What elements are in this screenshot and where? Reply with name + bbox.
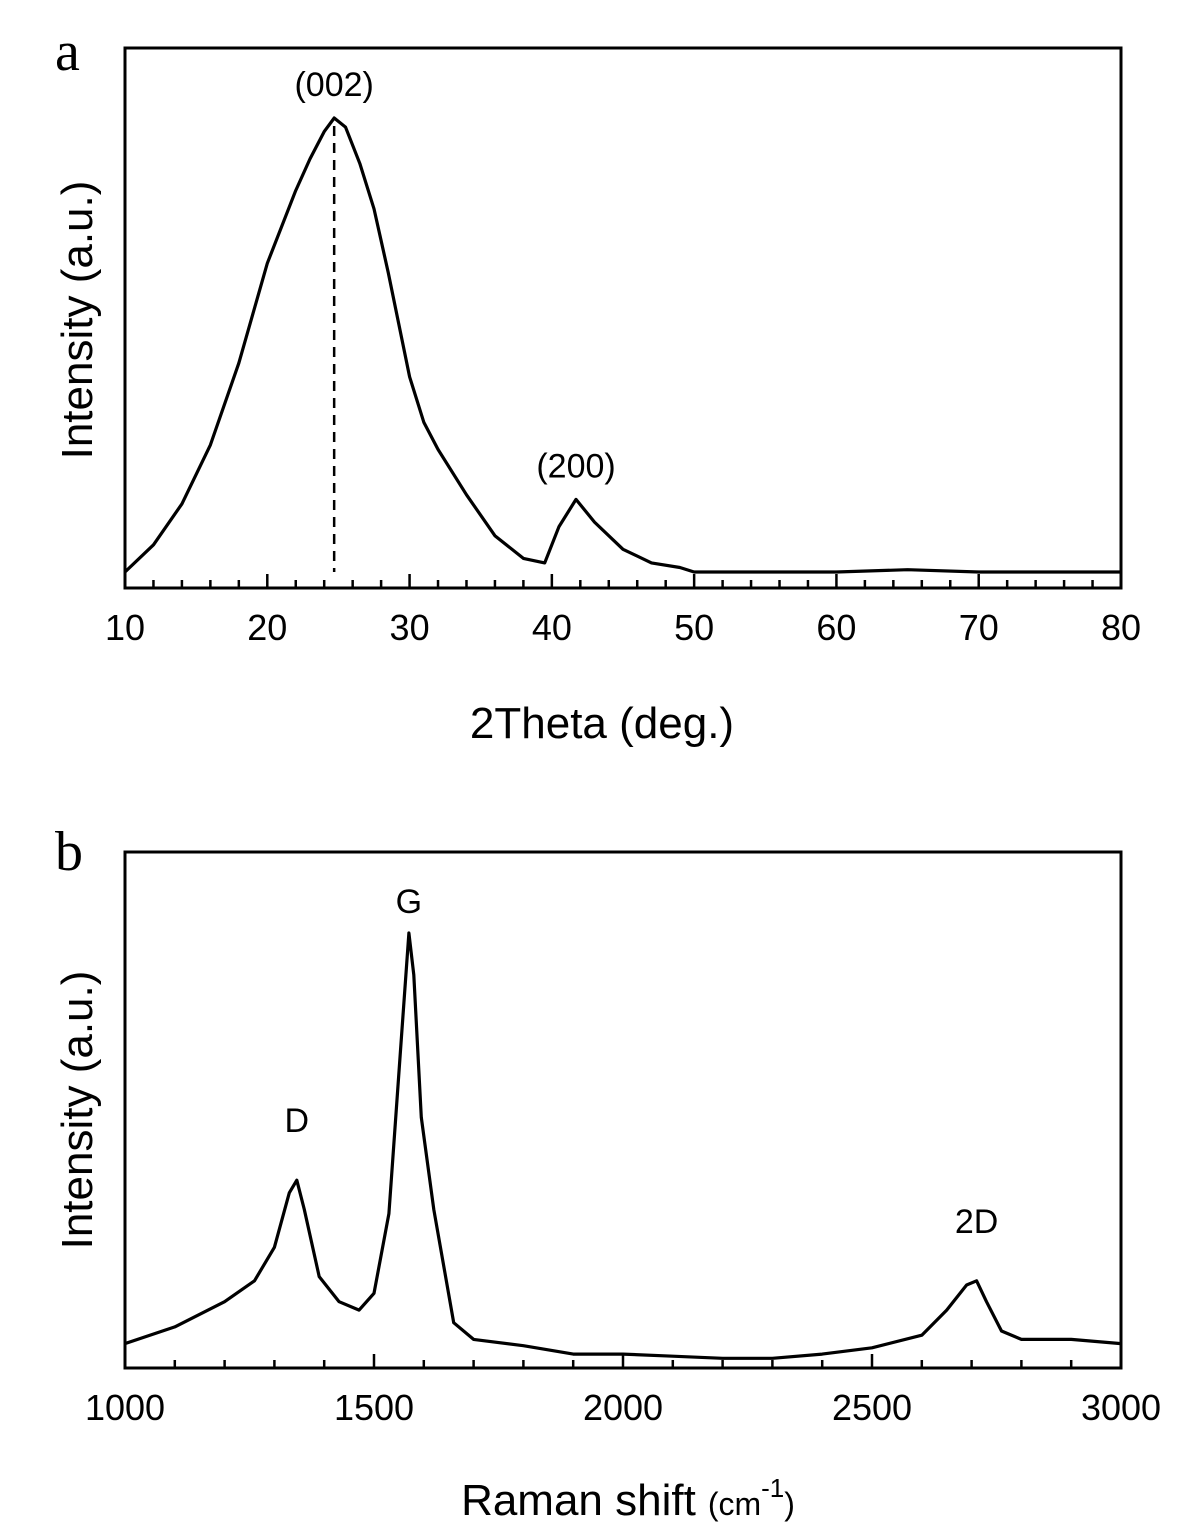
x-tick-label: 60 <box>816 607 856 648</box>
panel-a-xlabel: 2Theta (deg.) <box>470 699 734 748</box>
panel-b-xlabel-unit-close: ) <box>784 1486 795 1522</box>
x-tick-label: 80 <box>1101 607 1141 648</box>
panel-a-ylabel: Intensity (a.u.) <box>53 181 102 460</box>
panel-b-letter: b <box>55 821 83 883</box>
panel-a-annotations: (002) (200) <box>294 66 615 485</box>
panel-b-xlabel-main: Raman shift <box>461 1476 696 1525</box>
x-tick-label: 2000 <box>583 1387 663 1428</box>
x-tick-label: 2500 <box>832 1387 912 1428</box>
peak-label: (200) <box>536 447 615 485</box>
panel-b-frame <box>123 850 1123 1370</box>
panel-a-frame <box>123 46 1123 590</box>
raman-curve <box>124 931 1122 1360</box>
x-tick-label: 40 <box>532 607 572 648</box>
peak-label: 2D <box>955 1203 998 1241</box>
panel-a-letter: a <box>55 21 80 83</box>
x-tick-label: 70 <box>959 607 999 648</box>
x-tick-label: 3000 <box>1081 1387 1161 1428</box>
xrd-curve <box>123 116 1121 574</box>
panel-b-ylabel: Intensity (a.u.) <box>53 971 102 1250</box>
x-tick-label: 30 <box>390 607 430 648</box>
peak-label: D <box>285 1102 310 1140</box>
x-tick-label: 1000 <box>85 1387 165 1428</box>
panel-b-xlabel-unit-exp: -1 <box>761 1473 784 1503</box>
x-tick-label: 50 <box>674 607 714 648</box>
panel-a-ticks <box>123 574 1123 588</box>
panel-b: b 1000 1500 2000 2500 3000 D G 2D Raman shift (… <box>53 821 1161 1525</box>
x-tick-label: 10 <box>105 607 145 648</box>
panel-b-annotations: D G 2D <box>285 883 999 1241</box>
x-tick-label: 1500 <box>334 1387 414 1428</box>
panel-a: a 10 20 30 40 50 60 70 80 (002) (200) 2Theta (de… <box>53 21 1141 748</box>
panel-b-tick-labels: 1000 1500 2000 2500 3000 <box>85 1387 1161 1428</box>
x-tick-label: 20 <box>247 607 287 648</box>
panel-b-xlabel-unit-open: (cm <box>708 1486 761 1522</box>
panel-b-xlabel: Raman shift (cm-1) <box>461 1473 795 1525</box>
peak-label: G <box>396 883 422 921</box>
peak-label: (002) <box>294 66 373 104</box>
panel-a-tick-labels: 10 20 30 40 50 60 70 80 <box>105 607 1141 648</box>
panel-b-ticks <box>123 1354 1123 1368</box>
